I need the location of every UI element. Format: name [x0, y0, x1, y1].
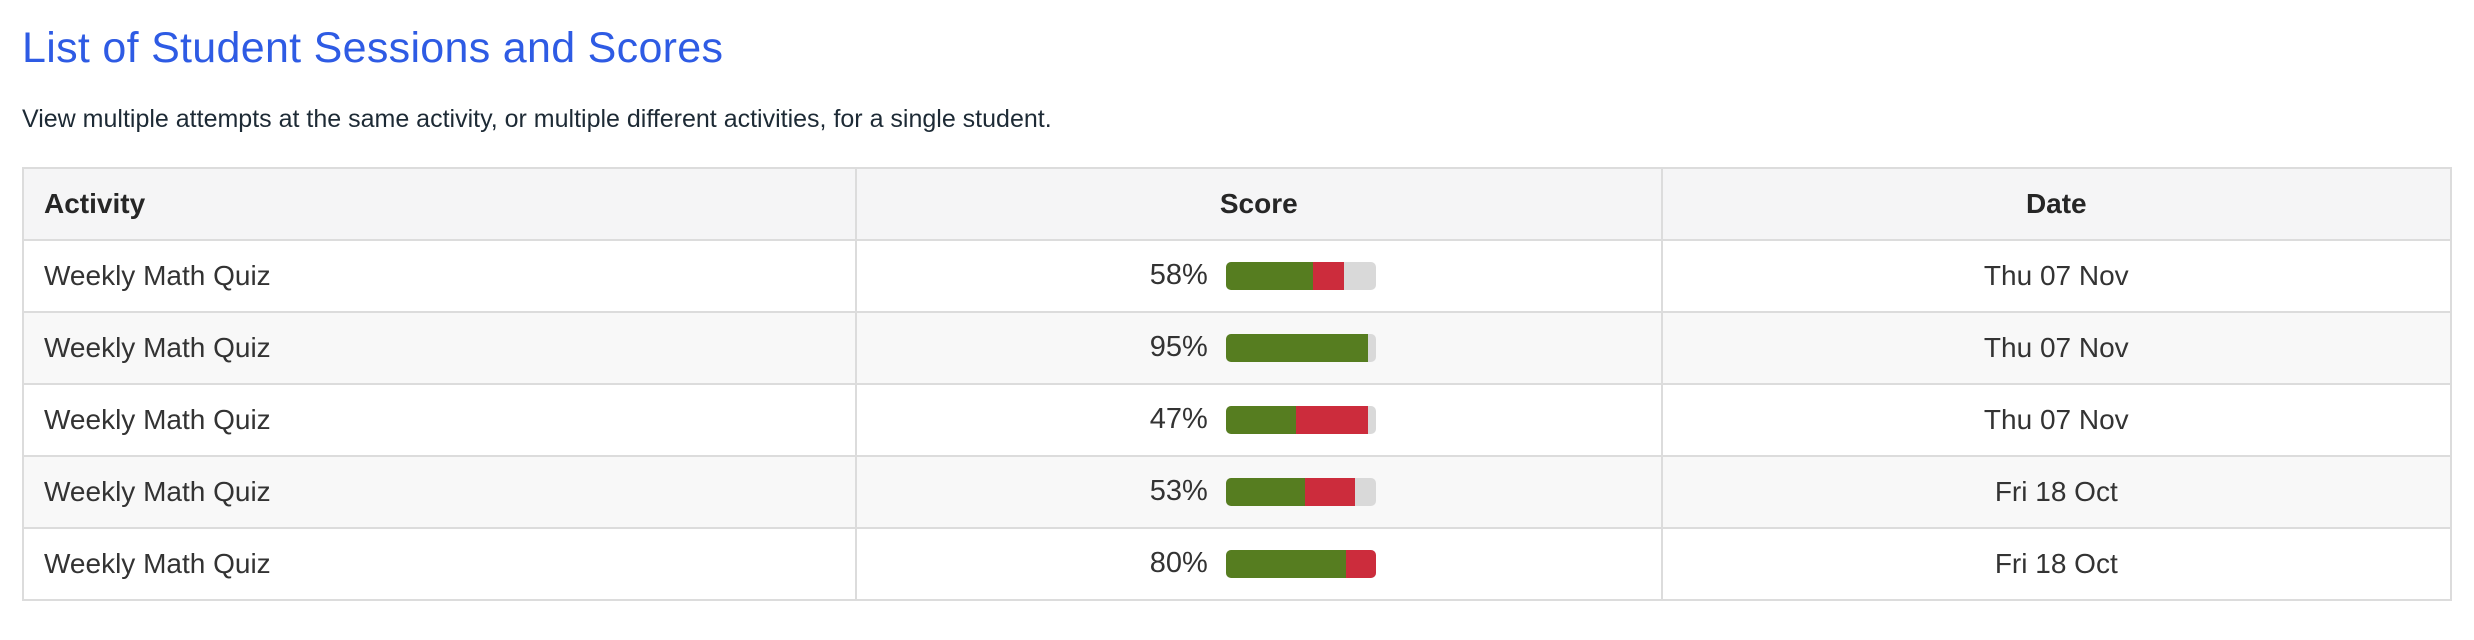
- student-sessions-page: List of Student Sessions and Scores View…: [22, 24, 2453, 601]
- table-row: Weekly Math Quiz 53% Fri 18 Oct: [22, 454, 2453, 529]
- score-percentage: 95%: [1149, 331, 1208, 364]
- score-group: 95%: [857, 331, 1661, 364]
- score-cell: 58%: [854, 238, 1663, 313]
- score-group: 80%: [857, 547, 1661, 580]
- score-group: 53%: [857, 475, 1661, 508]
- column-header-date: Date: [1660, 166, 2453, 241]
- score-bar-correct-segment: [1225, 261, 1313, 290]
- score-cell: 47%: [854, 382, 1663, 457]
- page-subtitle: View multiple attempts at the same activ…: [22, 105, 1052, 134]
- activity-cell: Weekly Math Quiz: [22, 454, 857, 529]
- score-group: 58%: [857, 259, 1661, 292]
- activity-cell: Weekly Math Quiz: [22, 526, 857, 601]
- score-bar: [1225, 333, 1376, 362]
- score-percentage: 47%: [1149, 403, 1208, 436]
- table-header-row: Activity Score Date: [22, 166, 2453, 241]
- score-bar: [1225, 477, 1376, 506]
- score-bar-incorrect-segment: [1296, 405, 1369, 434]
- score-percentage: 58%: [1149, 259, 1208, 292]
- score-cell: 80%: [854, 526, 1663, 601]
- sessions-table: Activity Score Date Weekly Math Quiz 58%: [22, 166, 2453, 601]
- score-bar-correct-segment: [1225, 333, 1369, 362]
- date-cell: Thu 07 Nov: [1660, 310, 2453, 385]
- activity-cell: Weekly Math Quiz: [22, 310, 857, 385]
- date-cell: Fri 18 Oct: [1660, 454, 2453, 529]
- score-cell: 95%: [854, 310, 1663, 385]
- table-row: Weekly Math Quiz 80% Fri 18 Oct: [22, 526, 2453, 601]
- score-percentage: 80%: [1149, 547, 1208, 580]
- date-cell: Fri 18 Oct: [1660, 526, 2453, 601]
- table-row: Weekly Math Quiz 58% Thu 07 Nov: [22, 238, 2453, 313]
- table-row: Weekly Math Quiz 47% Thu 07 Nov: [22, 382, 2453, 457]
- score-bar: [1225, 549, 1376, 578]
- score-bar: [1225, 405, 1376, 434]
- score-bar-incorrect-segment: [1312, 261, 1345, 290]
- activity-cell: Weekly Math Quiz: [22, 238, 857, 313]
- score-cell: 53%: [854, 454, 1663, 529]
- activity-cell: Weekly Math Quiz: [22, 382, 857, 457]
- date-cell: Thu 07 Nov: [1660, 238, 2453, 313]
- column-header-activity: Activity: [22, 166, 857, 241]
- score-bar-correct-segment: [1225, 549, 1346, 578]
- score-bar-incorrect-segment: [1305, 477, 1355, 506]
- score-bar-incorrect-segment: [1345, 549, 1376, 578]
- score-percentage: 53%: [1149, 475, 1208, 508]
- column-header-score: Score: [854, 166, 1663, 241]
- score-group: 47%: [857, 403, 1661, 436]
- score-bar: [1225, 261, 1376, 290]
- date-cell: Thu 07 Nov: [1660, 382, 2453, 457]
- page-title: List of Student Sessions and Scores: [22, 24, 724, 72]
- score-bar-correct-segment: [1225, 405, 1297, 434]
- table-row: Weekly Math Quiz 95% Thu 07 Nov: [22, 310, 2453, 385]
- score-bar-correct-segment: [1225, 477, 1306, 506]
